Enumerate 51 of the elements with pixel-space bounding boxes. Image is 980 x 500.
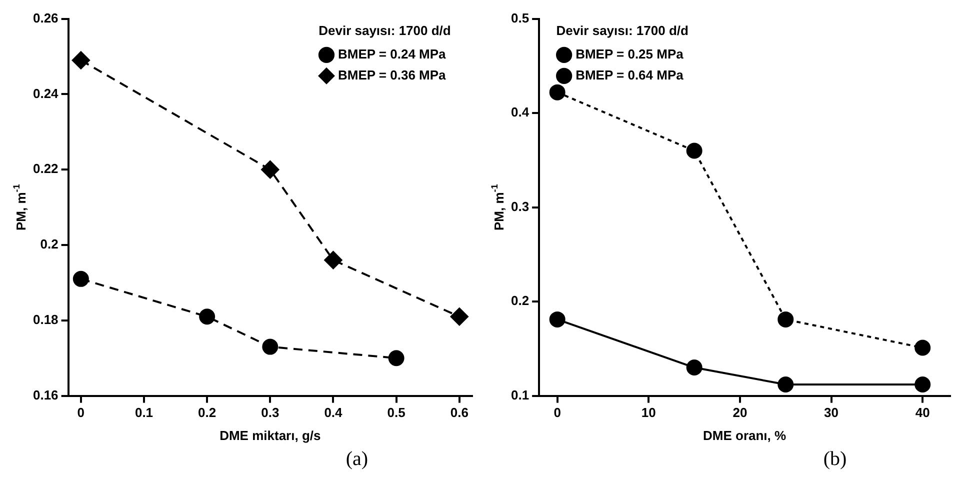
text: (a) <box>346 448 368 471</box>
y-tick-label: 0.18 <box>32 312 58 327</box>
y-axis-title: PM, m-1 <box>11 184 29 230</box>
x-tick-label: 0.4 <box>324 405 344 420</box>
point <box>72 51 90 70</box>
point <box>778 376 794 392</box>
y-tick-label: 0.24 <box>32 86 60 101</box>
legend-label: BMEP = 0.25 MPa <box>576 46 684 62</box>
y-tick-label: 0.3 <box>510 198 530 214</box>
point <box>549 84 566 100</box>
point <box>388 350 404 366</box>
legend-label: BMEP = 0.36 MPa <box>338 67 447 82</box>
point <box>914 340 931 356</box>
x-tick-label: 40 <box>915 405 930 420</box>
y-tick-label: 0.16 <box>32 387 58 402</box>
x-tick-label: 0.1 <box>134 405 154 420</box>
point <box>262 338 278 355</box>
x-tick-label: 20 <box>732 405 748 420</box>
legend-title: Devir sayısı: 1700 d/d <box>556 22 689 38</box>
x-axis-title: DME miktarı, g/s <box>220 428 321 443</box>
y-tick-label: 0.2 <box>40 236 58 252</box>
legend-title: Devir sayısı: 1700 d/d <box>318 22 451 38</box>
point <box>199 308 216 325</box>
y-tick-label: 0.5 <box>510 10 530 26</box>
point <box>686 360 702 376</box>
x-tick-label: 30 <box>824 405 839 420</box>
text: (b) <box>823 448 847 471</box>
point <box>686 142 702 159</box>
x-axis-title: DME oranı, % <box>702 428 787 443</box>
point <box>324 251 342 270</box>
y-tick-label: 0.4 <box>510 104 530 120</box>
x-tick-label: 0.5 <box>387 405 406 420</box>
y-axis-title: PM, m-1 <box>489 184 507 230</box>
x-tick-label: 0.6 <box>450 405 468 420</box>
point <box>778 311 794 328</box>
x-tick-label: 10 <box>641 405 656 420</box>
point <box>450 308 468 326</box>
y-tick-label: 0.26 <box>32 10 58 26</box>
point <box>261 160 280 179</box>
y-tick-label: 0.2 <box>510 293 530 308</box>
legend-label: BMEP = 0.64 MPa <box>576 67 684 82</box>
x-tick-label: 0 <box>77 405 85 420</box>
y-tick-label: 0.22 <box>32 161 58 176</box>
point <box>72 270 89 287</box>
x-tick-label: 0.3 <box>261 405 280 420</box>
point <box>549 311 566 328</box>
y-tick-label: 0.1 <box>510 387 530 402</box>
x-tick-label: 0.2 <box>198 405 216 420</box>
x-tick-label: 0 <box>554 405 561 420</box>
point <box>914 376 931 392</box>
legend-label: BMEP = 0.24 MPa <box>338 46 447 62</box>
